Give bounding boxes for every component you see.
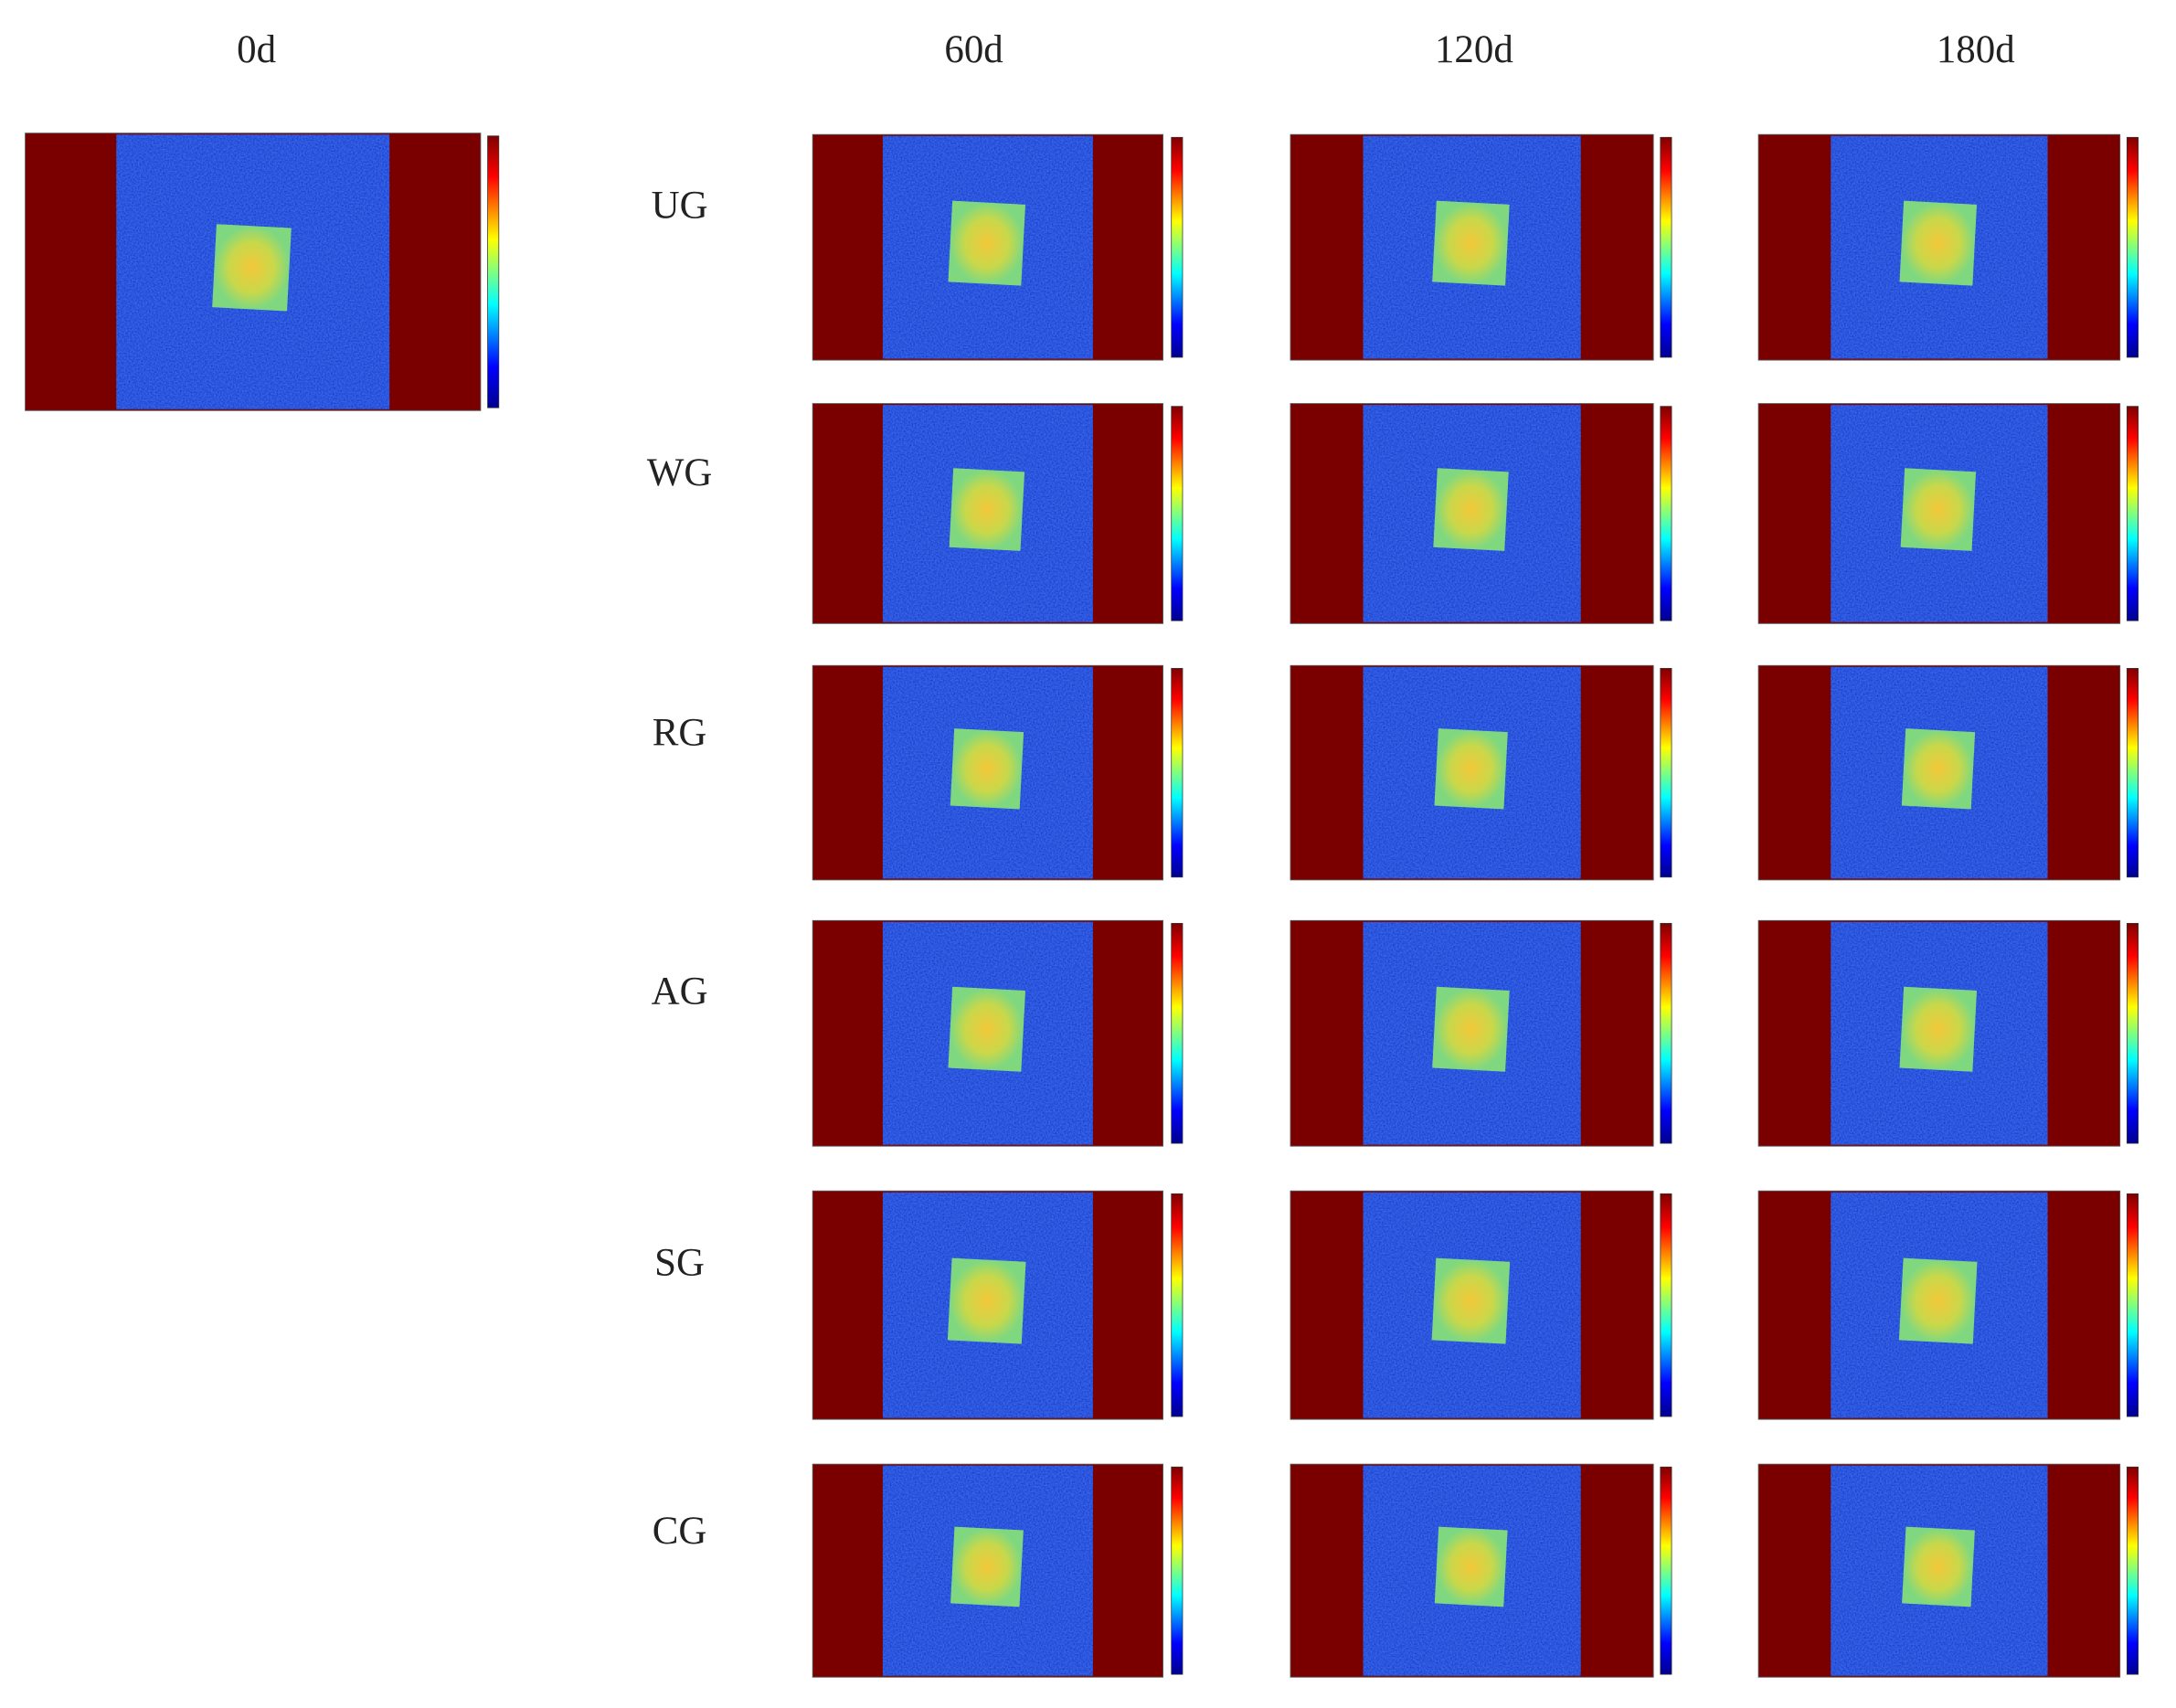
colorbar [1660, 923, 1672, 1144]
row-label: UG [652, 185, 708, 228]
heatmap-panel [1290, 664, 1672, 881]
heatmap-panel [25, 133, 500, 411]
sample-region [1899, 986, 1978, 1072]
colorbar [1171, 1193, 1184, 1417]
column-header: 120d [1435, 28, 1513, 71]
colorbar [1660, 136, 1672, 358]
sample-region [1900, 468, 1977, 551]
colorbar [1660, 1193, 1672, 1417]
colorbar [487, 135, 500, 408]
sample-region [949, 468, 1025, 551]
heatmap-panel [1757, 1463, 2139, 1678]
heatmap-panel [812, 1190, 1184, 1420]
sample-region [1899, 200, 1978, 286]
sample-region [1898, 1257, 1978, 1344]
sample-region [948, 200, 1025, 286]
sample-region [1433, 468, 1509, 551]
heatmap-panel [1290, 403, 1672, 624]
colorbar [2126, 406, 2139, 621]
row-label: RG [653, 712, 707, 755]
sample-region [1434, 1526, 1508, 1607]
heatmap-panel [1757, 1190, 2139, 1420]
sample-region [947, 1257, 1026, 1344]
colorbar [2126, 136, 2139, 358]
heatmap-panel [1757, 664, 2139, 881]
sample-region [948, 986, 1025, 1072]
sample-region [950, 728, 1024, 810]
heatmap-panel [812, 1463, 1184, 1678]
heatmap-panel [1290, 1463, 1672, 1678]
row-label: WG [647, 451, 712, 494]
colorbar [1171, 923, 1184, 1144]
heatmap-panel [812, 664, 1184, 881]
colorbar [2126, 667, 2139, 878]
heatmap-panel [1290, 1190, 1672, 1420]
sample-region [1434, 728, 1508, 810]
sample-region [950, 1526, 1024, 1607]
column-header: 180d [1937, 28, 2015, 71]
sample-region [1901, 728, 1976, 810]
heatmap-panel [812, 919, 1184, 1147]
sample-region [1902, 1526, 1975, 1607]
colorbar [1660, 406, 1672, 621]
heatmap-panel [1757, 919, 2139, 1147]
colorbar [2126, 1193, 2139, 1417]
heatmap-panel [1757, 133, 2139, 361]
row-label: AG [652, 971, 708, 1013]
sample-region [1432, 986, 1510, 1072]
sample-region [212, 224, 292, 312]
colorbar [1171, 667, 1184, 878]
colorbar [2126, 923, 2139, 1144]
colorbar [2126, 1466, 2139, 1675]
heatmap-panel [1290, 919, 1672, 1147]
column-header: 0d [237, 28, 276, 71]
colorbar [1660, 1466, 1672, 1675]
colorbar [1660, 667, 1672, 878]
heatmap-panel [812, 403, 1184, 624]
colorbar [1171, 136, 1184, 358]
heatmap-panel [812, 133, 1184, 361]
heatmap-panel [1290, 133, 1672, 361]
sample-region [1432, 200, 1510, 286]
heatmap-panel [1757, 403, 2139, 624]
colorbar [1171, 1466, 1184, 1675]
sample-region [1431, 1257, 1511, 1344]
row-label: CG [653, 1510, 707, 1553]
column-header: 60d [944, 28, 1003, 71]
colorbar [1171, 406, 1184, 621]
row-label: SG [654, 1242, 705, 1285]
